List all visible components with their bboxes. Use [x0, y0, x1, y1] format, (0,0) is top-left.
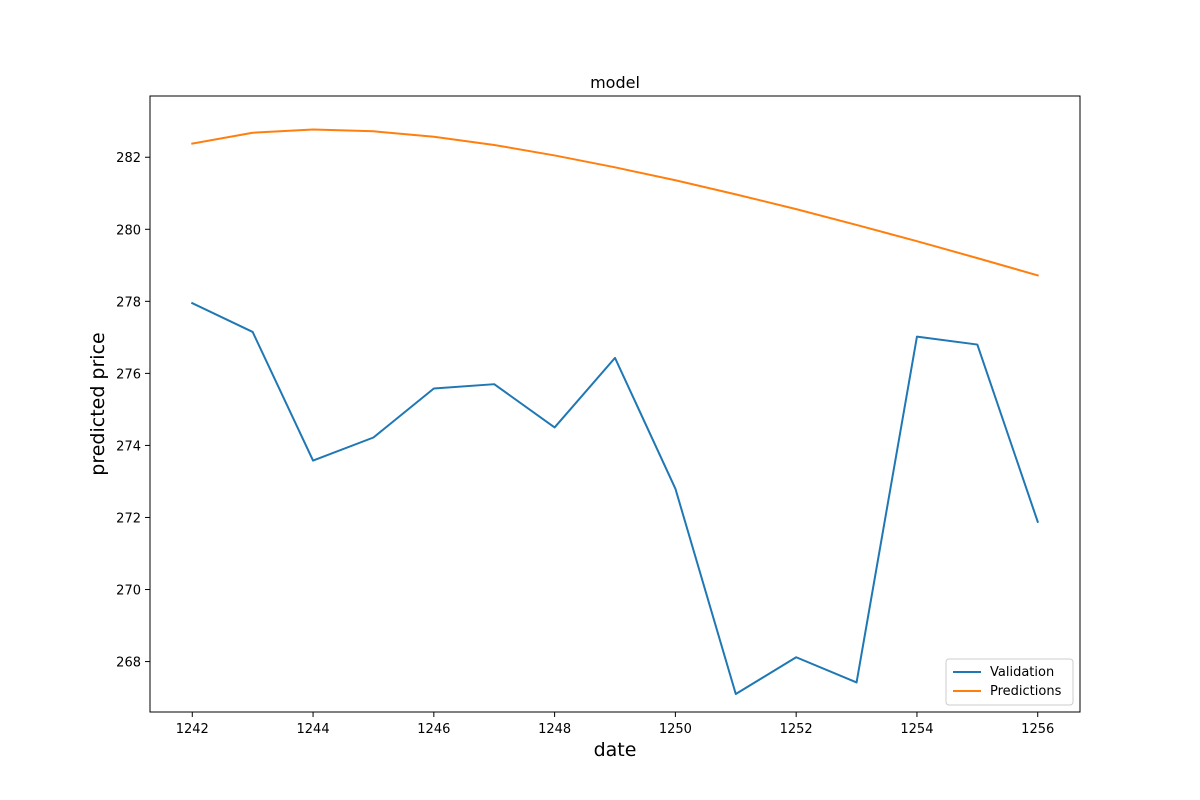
- y-tick-label: 276: [116, 367, 141, 382]
- y-tick-label: 270: [116, 584, 141, 599]
- x-tick-label: 1244: [297, 722, 330, 737]
- x-axis-label: date: [594, 739, 637, 761]
- x-axis-ticks: 1242 1244 1246 1248 1250 1252 1254 1256: [176, 712, 1054, 737]
- legend: Validation Predictions: [945, 658, 1074, 706]
- x-tick-label: 1248: [538, 722, 571, 737]
- x-tick-label: 1246: [417, 722, 450, 737]
- x-tick-label: 1254: [900, 722, 933, 737]
- x-tick-label: 1250: [659, 722, 692, 737]
- y-tick-label: 268: [116, 656, 141, 671]
- x-tick-label: 1252: [780, 722, 813, 737]
- y-tick-label: 272: [116, 511, 141, 526]
- plot-area: [150, 96, 1080, 712]
- x-tick-label: 1256: [1021, 722, 1054, 737]
- legend-box: [945, 658, 1074, 706]
- plot-frame: [149, 95, 1081, 713]
- y-tick-label: 278: [116, 295, 141, 310]
- y-axis-label: predicted price: [87, 332, 109, 475]
- series-line-predictions: [191, 128, 1039, 277]
- y-tick-label: 274: [116, 439, 141, 454]
- legend-label-validation: Validation: [990, 665, 1054, 680]
- x-tick-label: 1242: [176, 722, 209, 737]
- chart-title: model: [590, 73, 640, 92]
- series-layer: [190, 128, 1039, 695]
- y-tick-label: 280: [116, 223, 141, 238]
- series-line-validation: [190, 301, 1039, 695]
- legend-label-predictions: Predictions: [990, 684, 1062, 699]
- y-axis-ticks: 268 270 272 274 276 278 280 282: [116, 151, 150, 671]
- y-tick-label: 282: [116, 151, 141, 166]
